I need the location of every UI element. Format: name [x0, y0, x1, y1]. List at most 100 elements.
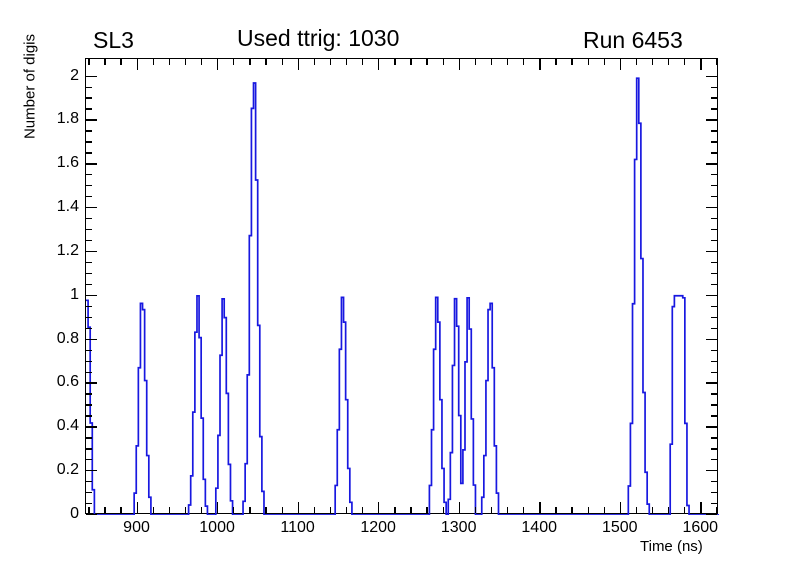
- x-major-tick-top: [378, 59, 380, 70]
- x-tick-label: 1500: [601, 519, 638, 536]
- x-minor-tick: [635, 507, 638, 513]
- y-minor-tick-right: [711, 130, 717, 132]
- y-minor-tick-right: [711, 437, 717, 439]
- x-minor-tick-top: [410, 59, 412, 65]
- x-major-tick-top: [619, 59, 622, 70]
- x-minor-tick-top: [104, 59, 106, 65]
- y-major-tick-right: [706, 250, 717, 253]
- x-major-tick-top: [458, 59, 460, 70]
- y-tick-label: 0.4: [56, 417, 79, 435]
- y-minor-tick: [86, 239, 92, 242]
- x-minor-tick: [668, 507, 670, 513]
- y-minor-tick: [86, 437, 92, 439]
- y-minor-tick-right: [711, 415, 717, 417]
- y-minor-tick-right: [711, 218, 717, 220]
- x-minor-tick: [362, 507, 364, 513]
- x-tick-label: 900: [123, 519, 150, 536]
- y-tick-label: 1.6: [56, 154, 79, 172]
- x-minor-tick: [394, 507, 396, 513]
- y-minor-tick: [86, 152, 92, 154]
- y-minor-tick: [86, 404, 92, 406]
- y-minor-tick: [86, 492, 92, 494]
- x-minor-tick-top: [265, 59, 267, 65]
- x-minor-tick-top: [426, 59, 428, 65]
- y-minor-tick: [86, 185, 92, 187]
- y-minor-tick-right: [711, 349, 717, 351]
- x-major-tick-top: [297, 59, 299, 70]
- y-major-tick-right: [706, 75, 717, 77]
- x-minor-tick: [249, 507, 251, 513]
- x-major-tick-top: [539, 59, 541, 70]
- y-minor-tick: [86, 503, 92, 505]
- y-tick-label: 1.2: [56, 241, 79, 259]
- y-major-tick: [86, 470, 97, 472]
- x-minor-tick: [200, 507, 203, 513]
- y-minor-tick-right: [711, 448, 717, 450]
- y-minor-tick-right: [711, 239, 717, 242]
- y-major-tick-right: [706, 119, 717, 121]
- y-minor-tick: [86, 415, 92, 417]
- ttrig-title: Used ttrig: 1030: [237, 25, 400, 51]
- x-minor-tick-top: [249, 59, 251, 65]
- x-minor-tick-top: [88, 59, 90, 65]
- y-minor-tick-right: [711, 371, 717, 373]
- y-major-tick-right: [706, 426, 717, 428]
- x-minor-tick: [88, 507, 90, 513]
- y-minor-tick: [86, 327, 92, 329]
- y-minor-tick-right: [711, 404, 717, 406]
- x-minor-tick: [104, 507, 106, 513]
- y-tick-label: 0.6: [56, 373, 79, 391]
- x-minor-tick: [265, 507, 267, 513]
- y-minor-tick-right: [711, 108, 717, 110]
- y-major-tick: [86, 382, 97, 384]
- y-minor-tick: [86, 272, 92, 275]
- y-major-tick: [86, 426, 97, 428]
- y-major-tick: [86, 75, 97, 77]
- x-minor-tick: [120, 507, 122, 513]
- y-major-tick: [86, 514, 97, 516]
- y-major-tick-right: [706, 207, 717, 209]
- x-major-tick: [297, 502, 299, 513]
- y-major-tick: [86, 119, 97, 121]
- x-major-tick: [619, 502, 622, 513]
- y-minor-tick-right: [711, 86, 717, 88]
- y-tick-label: 2: [70, 66, 79, 84]
- y-minor-tick: [86, 97, 92, 99]
- x-minor-tick: [184, 507, 187, 513]
- x-minor-tick-top: [651, 59, 654, 65]
- run-number-label: Run 6453: [583, 27, 683, 53]
- y-minor-tick-right: [711, 229, 717, 231]
- x-minor-tick-top: [571, 59, 573, 65]
- x-minor-tick-top: [329, 59, 332, 65]
- y-major-tick-right: [706, 294, 717, 297]
- y-major-tick-right: [706, 338, 717, 340]
- y-minor-tick: [86, 349, 92, 351]
- x-minor-tick-top: [490, 59, 493, 65]
- y-major-tick-right: [706, 382, 717, 384]
- y-minor-tick: [86, 86, 92, 88]
- x-minor-tick-top: [168, 59, 171, 65]
- y-major-tick: [86, 338, 97, 340]
- y-minor-tick: [86, 229, 92, 231]
- y-major-tick-right: [706, 514, 717, 516]
- x-minor-tick-top: [603, 59, 605, 65]
- y-minor-tick-right: [711, 272, 717, 275]
- x-minor-tick-top: [233, 59, 235, 65]
- x-major-tick-top: [136, 59, 138, 70]
- x-minor-tick-top: [120, 59, 122, 65]
- x-minor-tick-top: [152, 59, 154, 65]
- x-minor-tick-top: [635, 59, 638, 65]
- y-minor-tick-right: [711, 481, 717, 483]
- x-tick-label: 1000: [199, 519, 235, 536]
- x-minor-tick-top: [394, 59, 396, 65]
- x-tick-label: 1100: [280, 519, 315, 536]
- x-minor-tick: [490, 507, 493, 513]
- x-minor-tick: [716, 507, 718, 513]
- y-minor-tick: [86, 108, 92, 110]
- y-minor-tick-right: [711, 459, 717, 461]
- y-tick-label: 1.8: [56, 110, 79, 128]
- x-minor-tick: [152, 507, 154, 513]
- x-minor-tick-top: [555, 59, 557, 65]
- y-minor-tick-right: [711, 316, 717, 318]
